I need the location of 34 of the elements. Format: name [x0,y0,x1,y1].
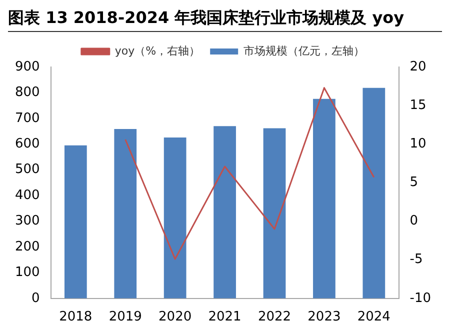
y-tick-label: 100 [14,265,40,280]
y2-tick-label: 20 [410,59,426,74]
y2-tick-label: 5 [410,175,418,190]
bar [214,126,236,298]
y2-tick-label: 10 [410,136,426,152]
x-tick-label: 2019 [108,310,142,325]
y-tick-label: 200 [14,239,40,254]
bar [164,137,186,298]
x-tick-label: 2023 [308,310,341,325]
x-tick-label: 2021 [208,310,242,325]
bar [64,145,87,298]
chart-title: 图表 13 2018-2024 年我国床垫行业市场规模及 yoy [8,8,442,32]
y2-tick-label: 15 [410,98,426,113]
y2-tick-label: -10 [410,290,431,306]
y2-tick-label: -5 [410,252,423,268]
x-tick-label: 2020 [158,310,192,325]
y-tick-label: 700 [14,110,40,126]
y-tick-label: 400 [14,188,40,203]
y-tick-label: 900 [14,59,40,74]
y-tick-label: 800 [14,85,40,100]
y2-tick-label: 0 [410,214,418,229]
bar [362,88,386,298]
x-tick-label: 2022 [258,310,292,325]
bar [313,98,336,298]
legend-label: 市场规模（亿元，左轴） [244,44,365,58]
y-tick-label: 0 [32,290,40,306]
y-tick-label: 500 [14,162,40,178]
x-tick-label: 2024 [357,310,390,325]
legend-label: yoy（%，右轴） [114,44,200,58]
y-tick-label: 600 [14,136,40,152]
x-tick-label: 2018 [59,310,92,325]
bar [263,128,286,298]
y-tick-label: 300 [14,214,40,229]
bar [114,128,137,298]
